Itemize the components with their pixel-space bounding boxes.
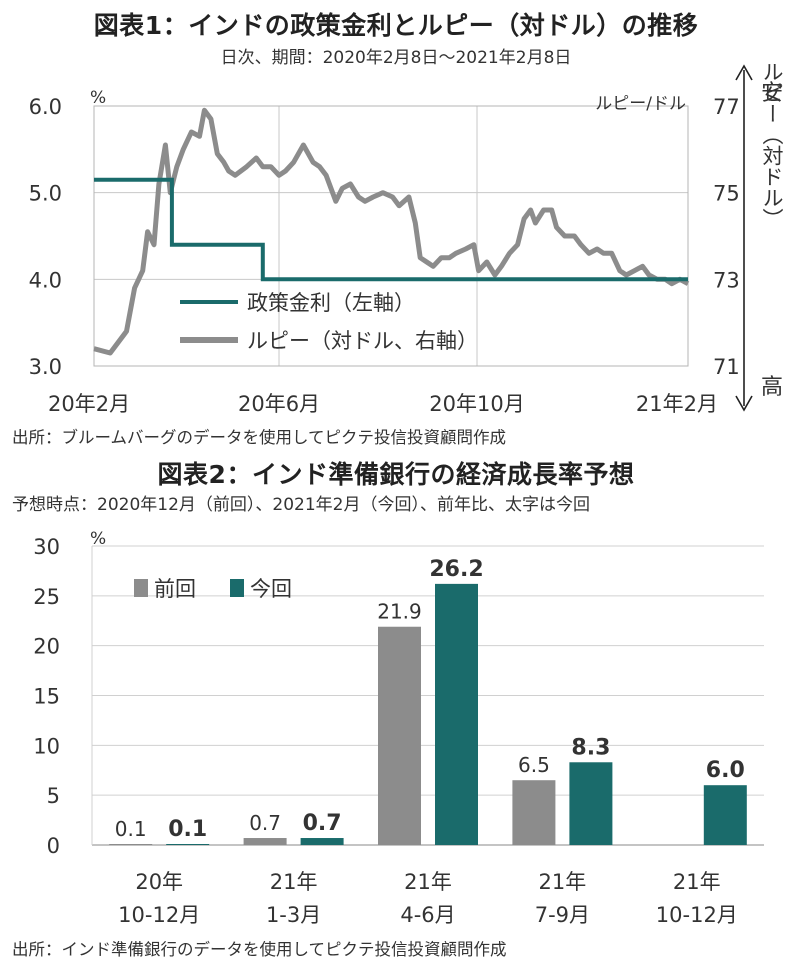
chart2-bar-current xyxy=(569,762,613,845)
chart2-y-tick-label: 10 xyxy=(33,734,60,758)
chart1-x-tick-label: 21年2月 xyxy=(636,392,718,416)
chart2-y-tick-label: 15 xyxy=(33,685,60,709)
chart1-x-tick-label: 20年6月 xyxy=(238,392,320,416)
chart1-svg: 6.0 5.0 4.0 3.0% 77 75 73 71 ルピー/ドル 安高 ルピー（対ドル） 20年… xyxy=(29,61,784,416)
chart2-bar-current xyxy=(300,838,344,845)
chart2-data-label-previous: 0.1 xyxy=(115,817,147,841)
chart2-y-tick-label: 0 xyxy=(47,834,60,858)
chart2-bar-current xyxy=(435,583,478,845)
chart2-data-label-previous: 6.5 xyxy=(518,753,550,777)
chart2-data-label-current: 8.3 xyxy=(571,735,610,760)
chart2-data-label-current: 0.7 xyxy=(303,811,342,836)
chart2-x-tick-label-months: 4-6月 xyxy=(400,903,455,927)
chart2-source: 出所：インド準備銀行のデータを使用してピクテ投信投資顧問作成 xyxy=(12,940,507,959)
chart2-data-label-previous: 21.9 xyxy=(377,600,422,624)
chart2-y-tick-label: 25 xyxy=(33,585,60,609)
chart2-x-tick-label-months: 10-12月 xyxy=(118,903,200,927)
chart1-top-label: 安 xyxy=(761,81,783,106)
chart2-y-tick-label: 5 xyxy=(47,784,60,808)
chart2-x-tick-label-year: 21年 xyxy=(270,870,318,894)
chart1-legend-label-rupee: ルピー（対ドル、右軸） xyxy=(247,329,478,353)
chart2-data-label-current: 26.2 xyxy=(429,557,483,582)
chart2-legend-swatch-current xyxy=(230,579,244,597)
chart2-bar-current xyxy=(166,844,210,845)
chart1-right-tick-label: 77 xyxy=(713,95,740,119)
chart2-bar-previous xyxy=(378,626,421,845)
chart2-bar-previous xyxy=(109,844,153,845)
chart2-bar-previous xyxy=(512,780,556,845)
chart1-x-tick-label: 20年2月 xyxy=(48,392,130,416)
chart2-legend-swatch-previous xyxy=(134,579,148,597)
chart2-bar-previous xyxy=(243,838,287,845)
chart1-left-tick-label: 4.0 xyxy=(29,268,62,292)
chart1-series-rupee-line xyxy=(93,107,690,356)
chart1-subtitle: 日次、期間：2020年2月8日～2021年2月8日 xyxy=(220,48,572,68)
chart1-source: 出所：ブルームバーグのデータを使用してピクテ投信投資顧問作成 xyxy=(12,428,507,447)
chart1-plot-frame xyxy=(93,105,689,367)
chart2-x-tick-label-year: 21年 xyxy=(673,870,721,894)
chart2-x-tick-label-months: 10-12月 xyxy=(656,903,738,927)
chart2-y-tick-label: 30 xyxy=(33,535,60,559)
chart1-right-axis-label: ルピー/ドル xyxy=(595,94,686,114)
chart2-data-label-current: 0.1 xyxy=(168,817,207,842)
chart1-arrow-up-head xyxy=(735,64,753,81)
chart2-y-tick-label: 20 xyxy=(33,635,60,659)
chart2-legend-label-current: 今回 xyxy=(250,577,292,601)
chart2-data-label-current: 6.0 xyxy=(706,758,745,783)
chart1-left-unit: % xyxy=(90,88,106,108)
chart2-x-tick-label-year: 20年 xyxy=(135,870,183,894)
chart2-x-tick-label-months: 7-9月 xyxy=(535,903,590,927)
chart2-x-tick-label-months: 1-3月 xyxy=(266,903,321,927)
chart2-y-unit: % xyxy=(90,529,106,549)
chart1-right-tick-label: 73 xyxy=(713,268,740,292)
chart1-series-rate-line xyxy=(94,177,688,282)
chart1-vertical-axis-label: ルピー（対ドル） xyxy=(760,61,784,229)
chart2-x-tick-label-year: 21年 xyxy=(539,870,587,894)
chart2-subtitle: 予想時点：2020年12月（前回）、2021年2月（今回）、前年比、太字は今回 xyxy=(12,495,590,515)
chart1-left-tick-label: 6.0 xyxy=(29,95,62,119)
chart1-title: 図表1：インドの政策金利とルピー（対ドル）の推移 xyxy=(93,11,699,40)
chart2-data-label-previous: 0.7 xyxy=(249,811,281,835)
chart1-bottom-label: 高 xyxy=(761,375,783,400)
chart2-bar-current xyxy=(703,785,747,845)
chart1-x-tick-label: 20年10月 xyxy=(429,392,524,416)
chart1-arrow-down-head xyxy=(735,395,753,412)
chart1-left-tick-label: 5.0 xyxy=(29,182,62,206)
chart1-right-tick-label: 71 xyxy=(713,355,740,379)
chart2-x-tick-label-year: 21年 xyxy=(404,870,452,894)
chart1-legend-label-rate: 政策金利（左軸） xyxy=(247,291,415,315)
chart2-title: 図表2：インド準備銀行の経済成長率予想 xyxy=(157,460,635,489)
chart1-left-tick-label: 3.0 xyxy=(29,355,62,379)
chart2-legend-label-previous: 前回 xyxy=(154,577,196,601)
chart1-right-tick-label: 75 xyxy=(713,182,740,206)
